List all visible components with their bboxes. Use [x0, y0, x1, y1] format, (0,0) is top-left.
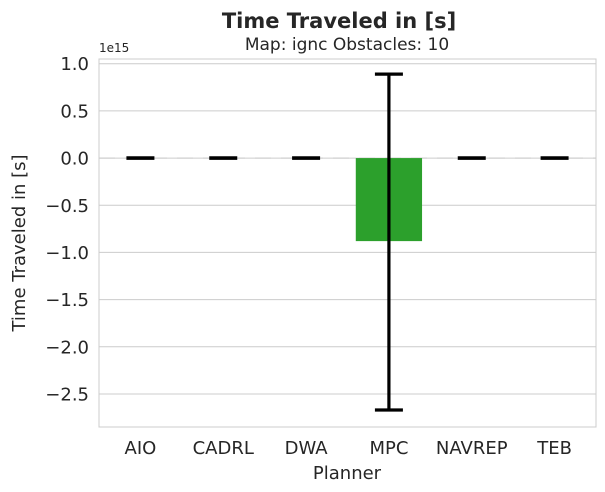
plot-frame — [98, 58, 597, 428]
x-tick-navrep: NAVREP — [436, 438, 508, 459]
x-tick-cadrl: CADRL — [193, 438, 254, 459]
y-tick-label: −1.0 — [45, 243, 89, 264]
x-tick-mpc: MPC — [369, 438, 408, 459]
y-tick-label: −0.5 — [45, 196, 89, 217]
y-tick-label: −2.5 — [45, 384, 89, 405]
x-tick-teb: TEB — [536, 438, 572, 459]
y-axis-label: Time Traveled in [s] — [9, 154, 30, 332]
chart-subtitle: Map: ignc Obstacles: 10 — [245, 35, 449, 55]
chart-title: Time Traveled in [s] — [222, 9, 456, 33]
y-tick-labels: 1.0 0.5 0.0 −0.5 −1.0 −1.5 −2.0 −2.5 — [45, 54, 89, 405]
y-tick-label: 0.5 — [60, 101, 89, 122]
y-tick-label: −1.5 — [45, 290, 89, 311]
y-offset-label: 1e15 — [99, 41, 129, 55]
y-tick-label: 0.0 — [60, 149, 89, 170]
x-tick-labels: AIO CADRL DWA MPC NAVREP TEB — [125, 438, 572, 459]
y-tick-label: 1.0 — [60, 54, 89, 75]
grid-lines — [99, 63, 596, 395]
x-axis-label: Planner — [313, 463, 382, 484]
y-tick-label: −2.0 — [45, 337, 89, 358]
x-tick-dwa: DWA — [285, 438, 329, 459]
error-bars — [126, 72, 569, 412]
x-tick-aio: AIO — [125, 438, 157, 459]
